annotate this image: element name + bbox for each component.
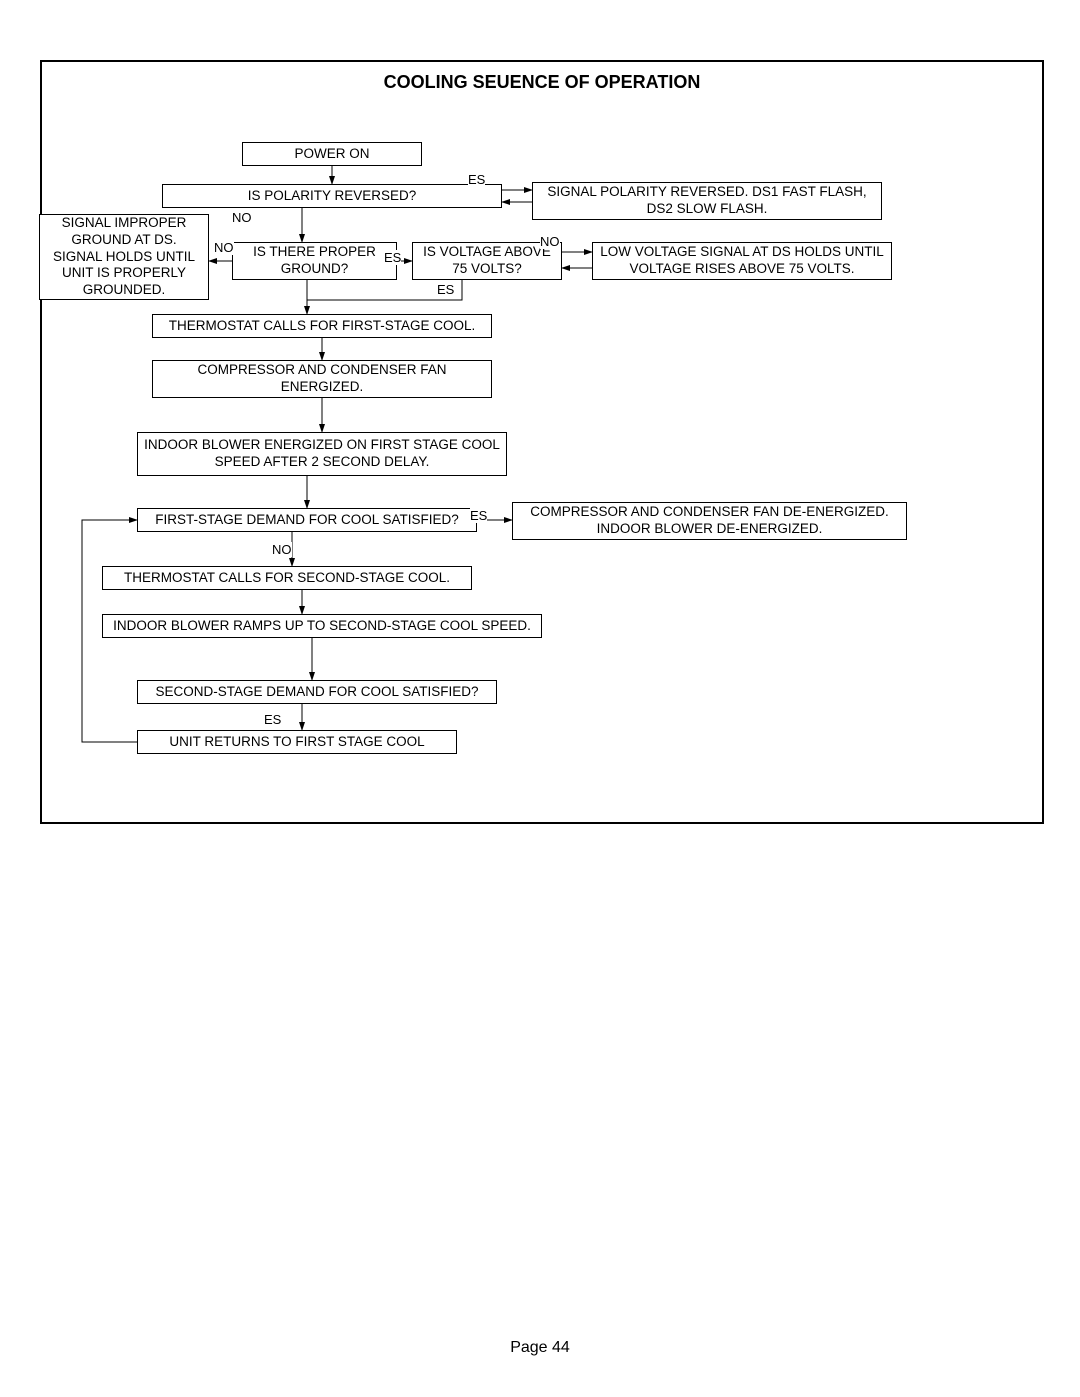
edge-label-polarityNO: NO: [232, 210, 252, 225]
flow-node-returnS1: UNIT RETURNS TO FIRST STAGE COOL: [137, 730, 457, 754]
flow-node-deEnerg: COMPRESSOR AND CONDENSER FAN DE-ENERGIZE…: [512, 502, 907, 540]
diagram-frame: COOLING SEUENCE OF OPERATION POWER ONIS …: [40, 60, 1044, 824]
flow-node-thermo1: THERMOSTAT CALLS FOR FIRST-STAGE COOL.: [152, 314, 492, 338]
flow-node-ground: IS THERE PROPER GROUND?: [232, 242, 397, 280]
edge-label-voltageES: ES: [437, 282, 454, 297]
flow-node-lowVolt: LOW VOLTAGE SIGNAL AT DS HOLDS UNTIL VOL…: [592, 242, 892, 280]
edge-label-groundES: ES: [384, 250, 401, 265]
flow-node-stage2Sat: SECOND-STAGE DEMAND FOR COOL SATISFIED?: [137, 680, 497, 704]
flow-node-improperG: SIGNAL IMPROPER GROUND AT DS. SIGNAL HOL…: [39, 214, 209, 300]
edge-label-groundNO: NO: [214, 240, 234, 255]
flow-node-powerOn: POWER ON: [242, 142, 422, 166]
edge-label-voltageNO: NO: [540, 234, 560, 249]
flow-node-thermo2: THERMOSTAT CALLS FOR SECOND-STAGE COOL.: [102, 566, 472, 590]
edge-label-stage1ES: ES: [470, 508, 487, 523]
flow-node-blower2: INDOOR BLOWER RAMPS UP TO SECOND-STAGE C…: [102, 614, 542, 638]
document-page: COOLING SEUENCE OF OPERATION POWER ONIS …: [0, 0, 1080, 1397]
flow-node-polarity: IS POLARITY REVERSED?: [162, 184, 502, 208]
flow-node-polRev: SIGNAL POLARITY REVERSED. DS1 FAST FLASH…: [532, 182, 882, 220]
edge-label-stage1NO: NO: [272, 542, 292, 557]
page-footer: Page 44: [0, 1339, 1080, 1357]
edge-label-stage2ES: ES: [264, 712, 281, 727]
flow-node-compOn: COMPRESSOR AND CONDENSER FAN ENERGIZED.: [152, 360, 492, 398]
flow-node-blower1: INDOOR BLOWER ENERGIZED ON FIRST STAGE C…: [137, 432, 507, 476]
flow-node-stage1Sat: FIRST-STAGE DEMAND FOR COOL SATISFIED?: [137, 508, 477, 532]
edge-label-polarityES: ES: [468, 172, 485, 187]
